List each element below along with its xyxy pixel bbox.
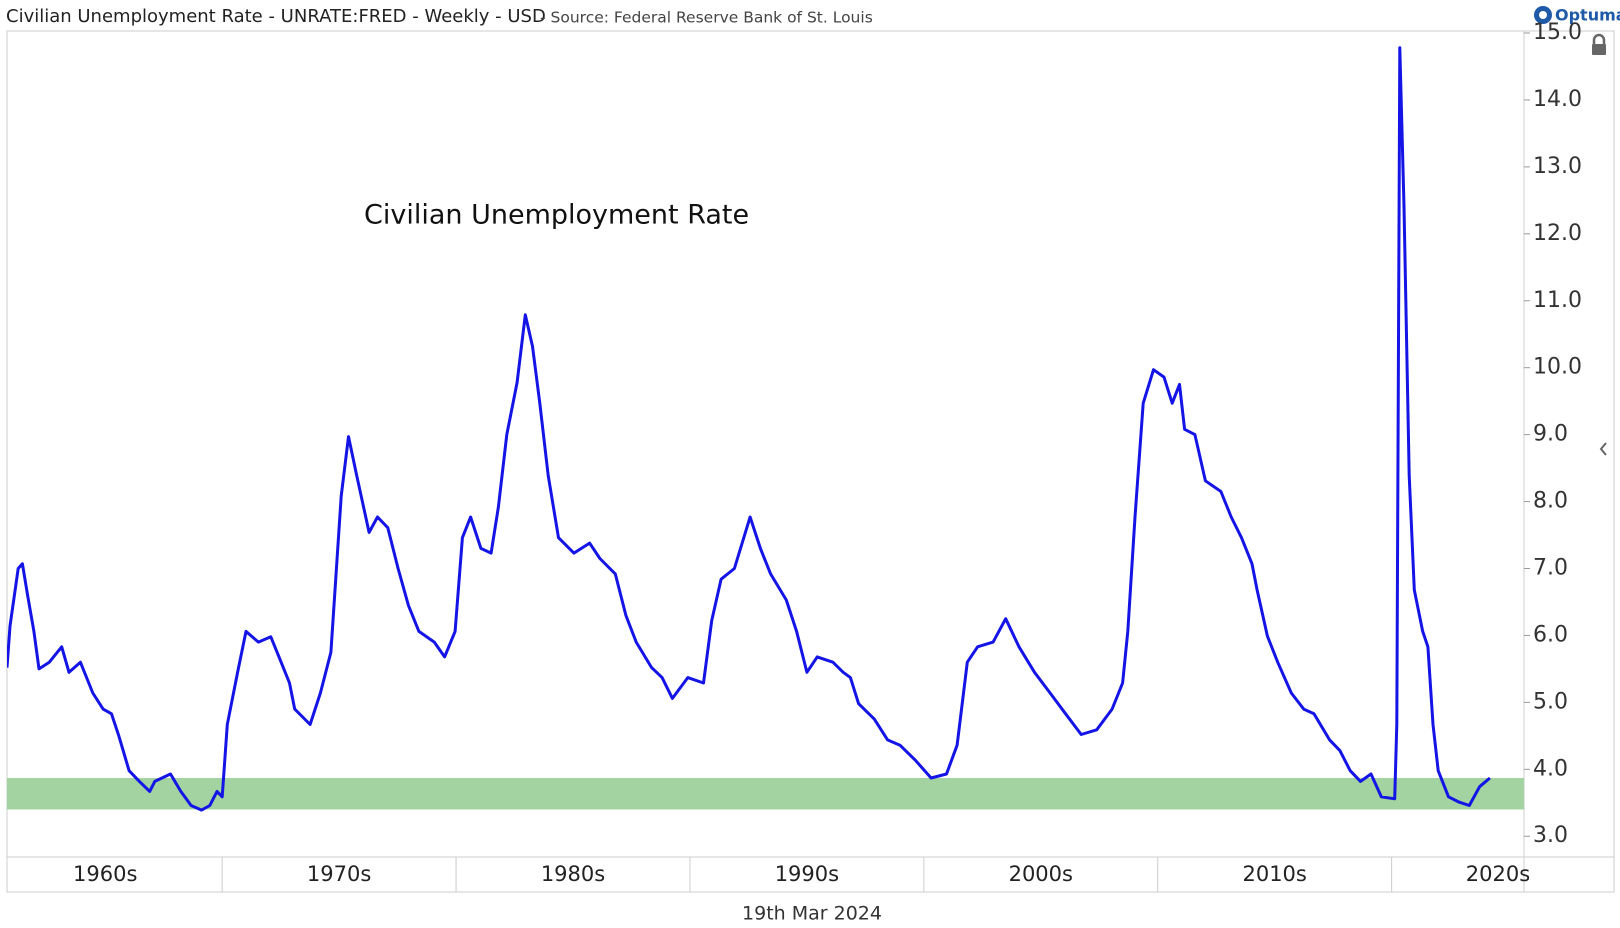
chart-subtitle: - Source: Federal Reserve Bank of St. Lo… xyxy=(540,9,873,27)
y-tick-label: 14.0 xyxy=(1533,87,1582,112)
lock-body xyxy=(1592,44,1606,55)
y-tick-label: 3.0 xyxy=(1533,823,1568,848)
series-line xyxy=(7,46,1491,812)
lock-shackle xyxy=(1592,33,1606,44)
logo-icon-hole xyxy=(1539,11,1547,19)
x-tick-label: 2000s xyxy=(1009,862,1073,886)
logo: Optuma xyxy=(1534,6,1620,25)
y-tick-label: 6.0 xyxy=(1533,622,1568,647)
y-tick-label: 9.0 xyxy=(1533,422,1568,447)
y-tick-label: 12.0 xyxy=(1533,221,1582,246)
x-tick-label: 1980s xyxy=(541,862,605,886)
x-tick-label: 2010s xyxy=(1242,862,1306,886)
y-tick-label: 7.0 xyxy=(1533,556,1568,581)
x-tick-label: 1970s xyxy=(307,862,371,886)
x-tick-label: 1990s xyxy=(775,862,839,886)
y-tick-label: 8.0 xyxy=(1533,489,1568,514)
brand: Optuma xyxy=(1555,6,1620,25)
x-tick-label: 1960s xyxy=(73,862,137,886)
annotation: Civilian Unemployment Rate xyxy=(364,200,749,231)
frame xyxy=(6,30,1615,893)
chart-title: Civilian Unemployment Rate - UNRATE:FRED… xyxy=(6,6,546,27)
y-tick-label: 5.0 xyxy=(1533,689,1568,714)
date-label: 19th Mar 2024 xyxy=(742,903,882,925)
highlight-band xyxy=(7,778,1524,810)
y-tick-label: 11.0 xyxy=(1533,288,1582,313)
y-tick-label: 10.0 xyxy=(1533,355,1582,380)
y-tick-label: 13.0 xyxy=(1533,154,1582,179)
collapse-arrow[interactable] xyxy=(1599,442,1607,456)
y-tick-label: 4.0 xyxy=(1533,756,1568,781)
lock-icon xyxy=(1592,33,1606,55)
y-tick-label: 15.0 xyxy=(1533,20,1582,45)
x-tick-label: 2020s xyxy=(1466,862,1530,886)
